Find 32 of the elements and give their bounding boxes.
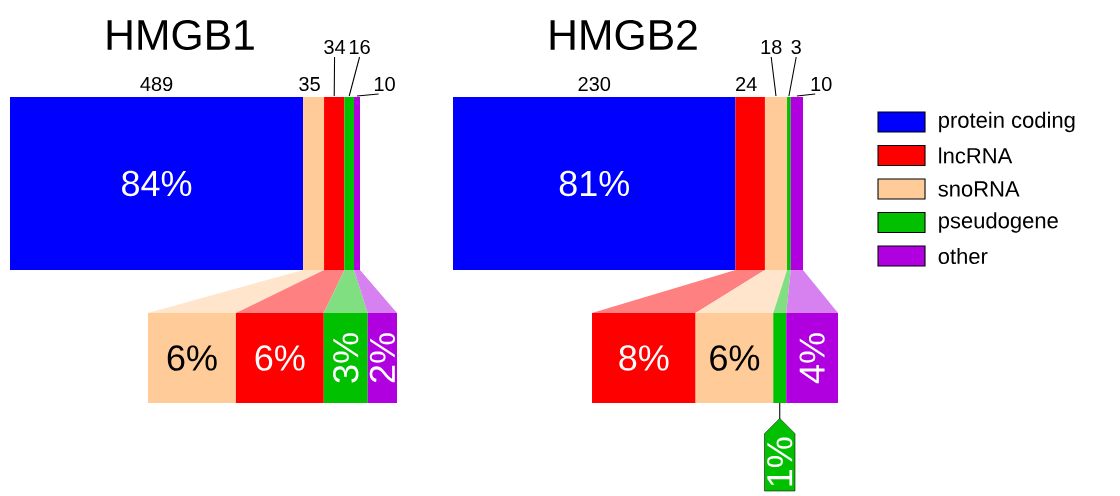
bar [303,96,325,270]
bar [344,96,355,270]
data-label: 35 [299,76,320,92]
data-label: 10 [374,76,395,92]
data-label: 34 [324,39,346,55]
legend-label: pseudogene [939,212,1058,233]
bar [354,96,361,270]
text: protein coding [939,111,1075,133]
data-label: 230 [578,76,611,92]
data-label: 16 [349,39,370,55]
legend-label: other [938,247,988,265]
data-label: 4% [799,333,825,384]
legend-label: lncRNA [939,147,1013,164]
data-label: 2% [369,333,396,383]
data-label: 18 [761,39,782,55]
data-label: 489 [140,76,173,92]
bar [787,96,791,270]
data-label: 6% [167,345,217,371]
data-label: 8% [619,345,669,371]
annotation: 84% [122,170,192,197]
chart-title: HMGB2 [550,19,697,51]
data-label: 10 [811,76,832,92]
annotation: 81% [559,170,629,197]
data-label: 3% [333,333,359,383]
data-label: 24 [736,77,757,91]
data-label: 6% [255,345,305,371]
data-label: 1% [767,437,793,486]
data-label: 6% [710,345,760,371]
chart-title: HMGB1 [107,19,254,51]
data-label: 3 [791,39,801,55]
bar [790,96,804,270]
legend-label: snoRNA [938,181,1020,197]
